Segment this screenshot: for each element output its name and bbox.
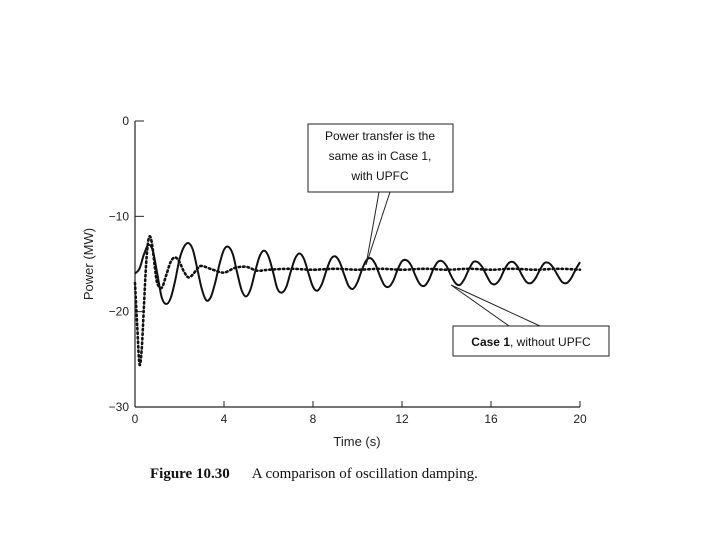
x-tick-label: 4 — [221, 412, 228, 426]
x-tick-label: 20 — [573, 412, 587, 426]
annotation-line-1: Power transfer is the — [325, 129, 435, 143]
y-tick-label: −30 — [109, 400, 130, 414]
x-tick-label: 0 — [132, 412, 139, 426]
figure-caption-text: A comparison of oscillation damping. — [251, 466, 478, 482]
x-tick-label: 16 — [484, 412, 498, 426]
x-tick-label: 8 — [310, 412, 317, 426]
annotation-line-2: same as in Case 1, — [329, 149, 432, 163]
y-axis-title: Power (MW) — [81, 228, 96, 300]
annotation-case1-rest: , without UPFC — [510, 335, 591, 349]
annotation-without-upfc: Case 1, without UPFC — [450, 284, 610, 357]
figure-label: Figure 10.30 — [150, 466, 230, 482]
annotation-box-without-upfc — [452, 325, 610, 357]
y-tick-label: −20 — [109, 305, 130, 319]
y-tick-label: 0 — [122, 114, 129, 128]
annotation-case1-text: Case 1, without UPFC — [471, 335, 591, 349]
figure-caption: Figure 10.30 A comparison of oscillation … — [150, 466, 610, 483]
x-axis-title: Time (s) — [333, 434, 380, 449]
leader-line-with-upfc — [365, 191, 391, 266]
x-tick-label: 12 — [395, 412, 409, 426]
y-tick-label: −10 — [109, 209, 130, 223]
annotation-line-3: with UPFC — [350, 169, 409, 183]
annotation-box-with-upfc — [307, 123, 454, 193]
annotation-case1-bold: Case 1 — [471, 335, 510, 349]
series-line-with-upfc — [133, 235, 582, 367]
series-line-without-upfc — [134, 241, 581, 306]
annotation-with-upfc: Power transfer is the same as in Case 1,… — [307, 123, 454, 266]
leader-line-without-upfc — [450, 284, 541, 327]
